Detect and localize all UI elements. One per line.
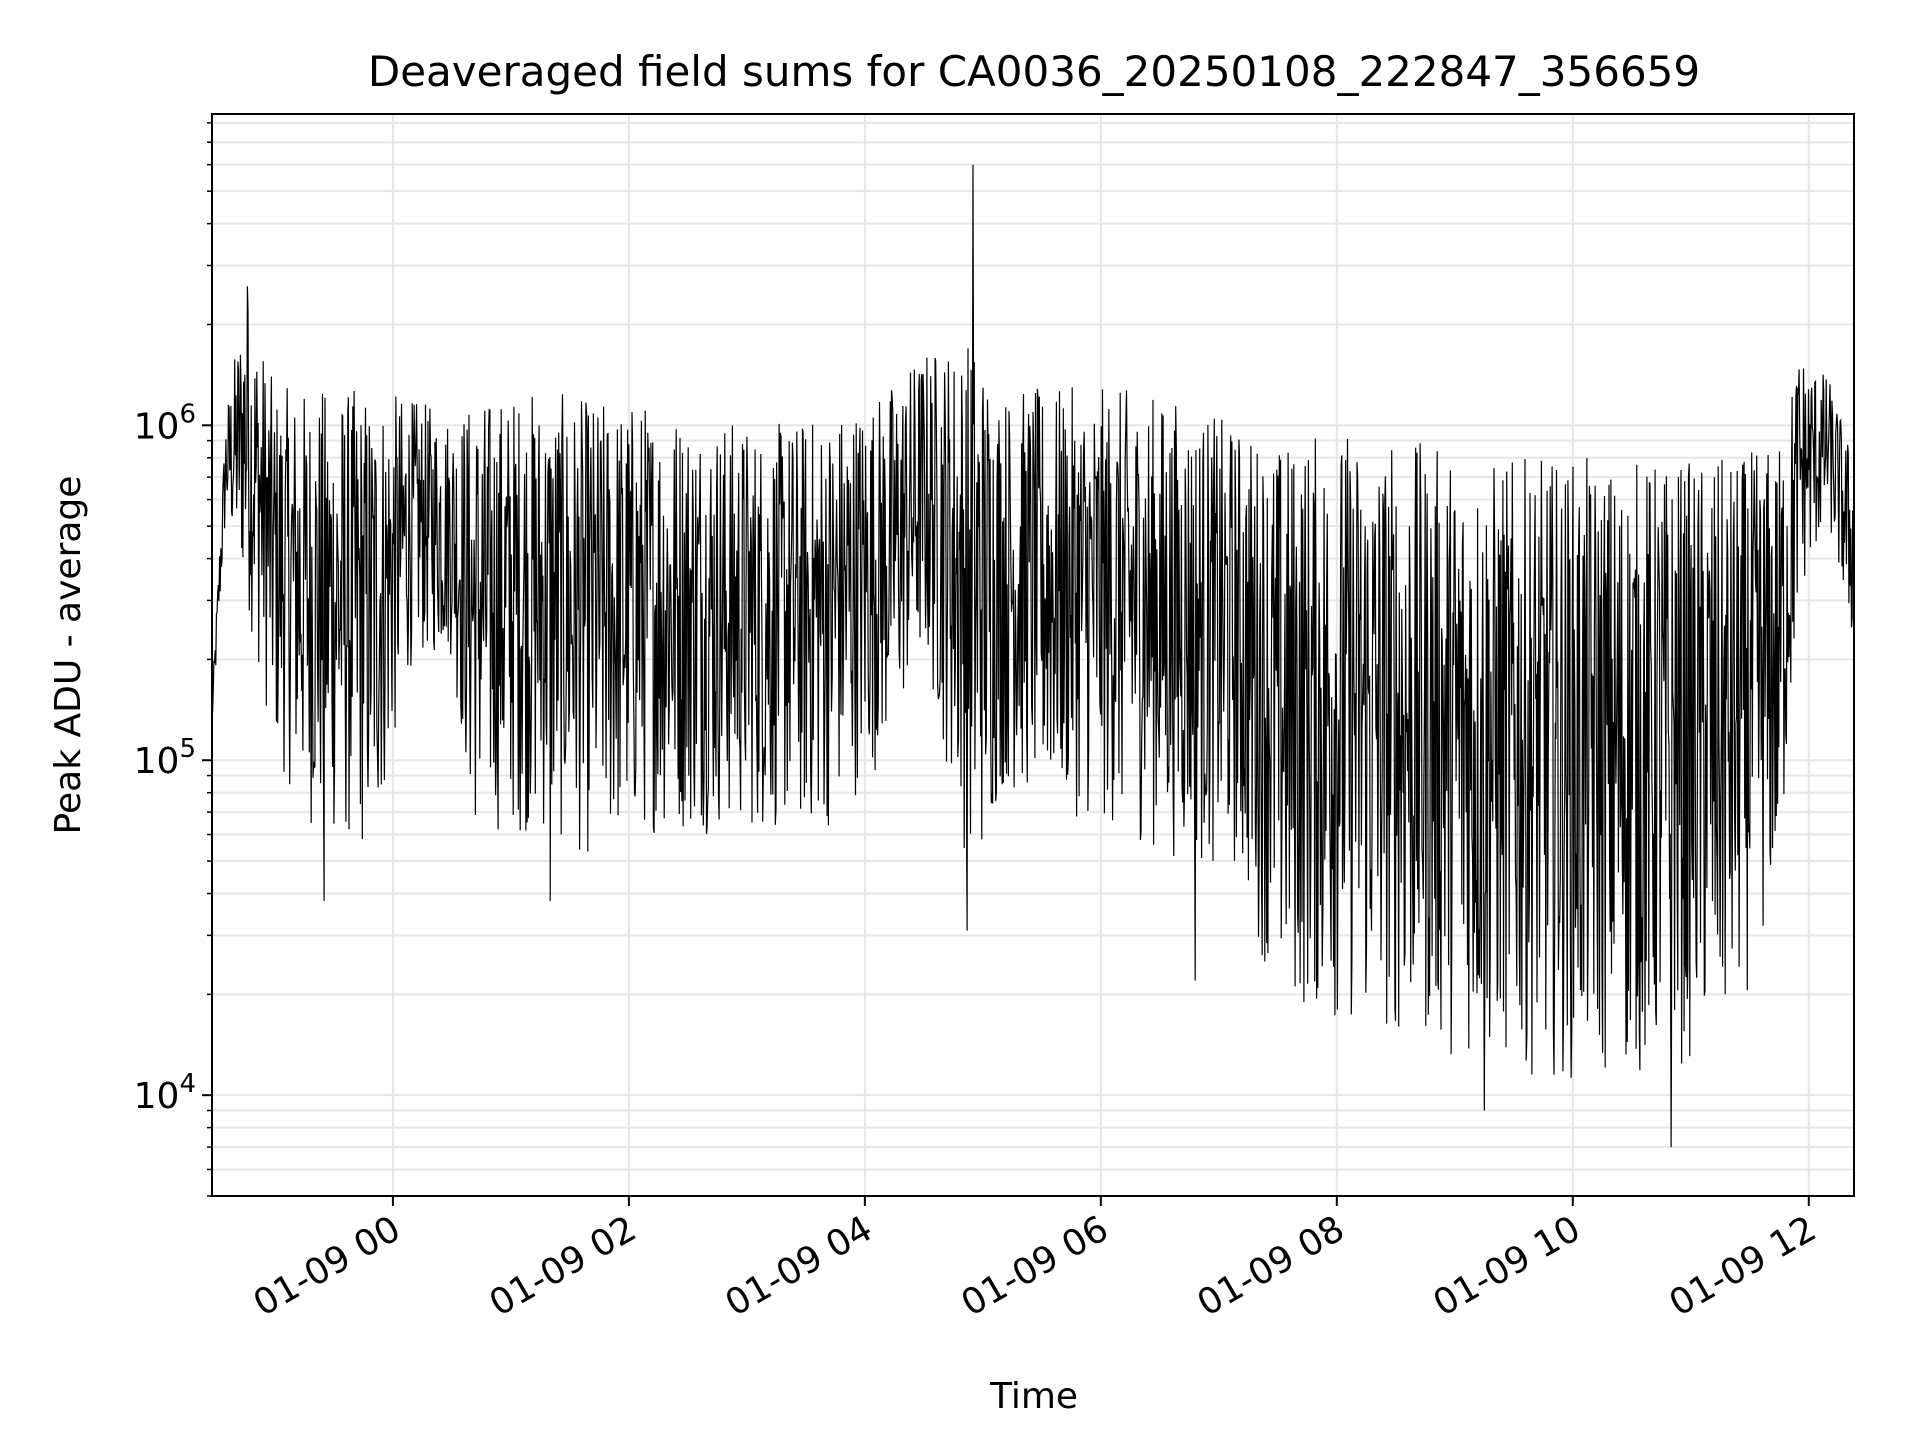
- x-tick-label: 01-09 10: [1427, 1208, 1588, 1324]
- chart-title: Deaveraged field sums for CA0036_2025010…: [368, 47, 1700, 96]
- x-axis: 01-09 00 01-09 02 01-09 04 01-09 06 01-09 08…: [247, 1196, 1824, 1325]
- x-tick-label: 01-09 06: [955, 1208, 1116, 1324]
- x-tick-label: 01-09 02: [483, 1208, 644, 1324]
- y-tick-exponent: 4: [179, 1069, 196, 1099]
- plot-frame: [211, 113, 1855, 1197]
- x-tick-label: 01-09 08: [1191, 1208, 1352, 1324]
- series-line: [211, 164, 1855, 1148]
- x-tick-label: 01-09 04: [719, 1208, 880, 1324]
- y-tick-exponent: 5: [179, 734, 196, 764]
- y-tick-exponent: 6: [179, 399, 196, 429]
- y-tick-base: 10: [134, 406, 180, 447]
- x-axis-label: Time: [989, 1376, 1078, 1417]
- x-tick-label: 01-09 00: [247, 1208, 408, 1324]
- y-axis-label: Peak ADU - average: [48, 476, 89, 835]
- x-tick-label: 01-09 12: [1663, 1208, 1824, 1324]
- y-tick-base: 10: [134, 741, 180, 782]
- y-tick-label: 105: [134, 734, 196, 782]
- y-tick-label: 106: [134, 399, 196, 447]
- y-tick-label: 104: [134, 1069, 196, 1117]
- y-tick-base: 10: [134, 1076, 180, 1117]
